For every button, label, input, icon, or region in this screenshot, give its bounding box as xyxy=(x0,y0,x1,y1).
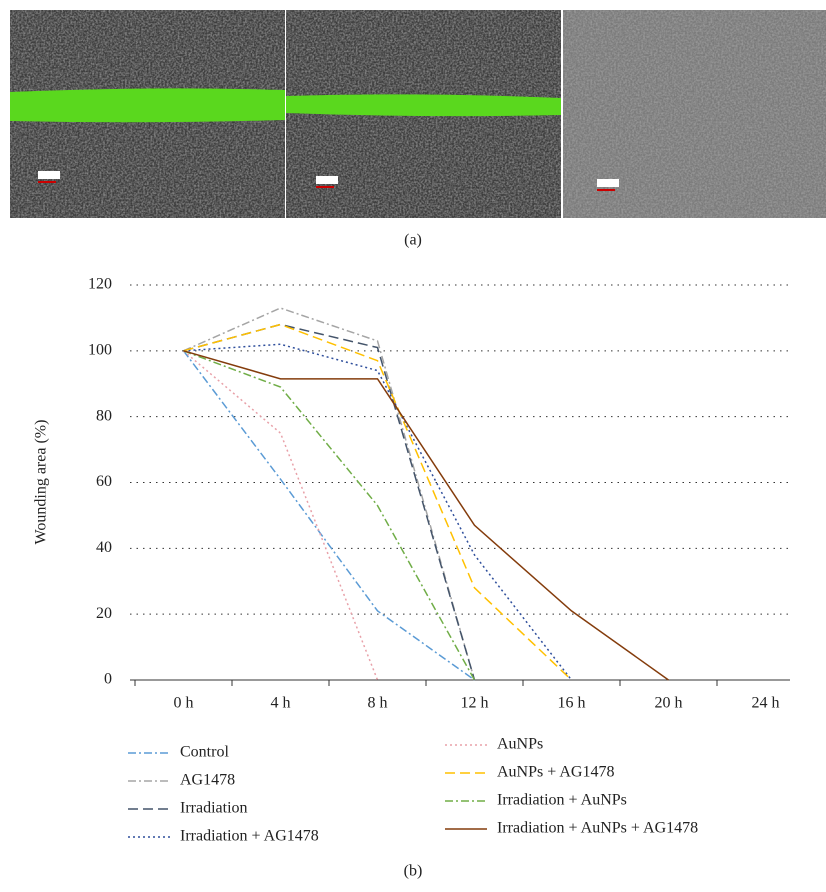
legend-label: Control xyxy=(180,744,229,761)
y-tick-label: 120 xyxy=(88,276,112,293)
panel-label: (b) xyxy=(404,863,423,880)
y-tick-label: 100 xyxy=(88,342,112,359)
scale-bar xyxy=(597,189,615,191)
y-tick-label: 80 xyxy=(96,407,112,424)
x-tick-label: 20 h xyxy=(655,695,683,712)
legend-label: Irradiation xyxy=(180,800,248,817)
series-line xyxy=(183,350,669,681)
scale-bar xyxy=(38,181,56,183)
scale-bar-box xyxy=(316,176,338,184)
series-line xyxy=(183,307,476,681)
y-tick-label: 60 xyxy=(96,473,112,490)
x-tick-label: 4 h xyxy=(271,695,291,712)
x-tick-label: 16 h xyxy=(558,695,586,712)
series-line xyxy=(183,323,476,681)
legend-label: Irradiation + AuNPs xyxy=(497,792,627,809)
series-line xyxy=(183,350,379,681)
legend-label: Irradiation + AuNPs + AG1478 xyxy=(497,820,698,837)
wound-gap xyxy=(286,94,561,117)
legend-label: Irradiation + AG1478 xyxy=(180,828,319,845)
x-tick-label: 8 h xyxy=(368,695,388,712)
wound-gap xyxy=(10,88,285,123)
scale-bar xyxy=(316,186,334,188)
y-tick-label: 20 xyxy=(96,605,112,622)
series-line xyxy=(183,323,573,681)
x-tick-label: 0 h xyxy=(174,695,194,712)
y-axis-label: Wounding area (%) xyxy=(33,420,50,545)
x-tick-label: 24 h xyxy=(752,695,780,712)
series-line xyxy=(183,343,573,681)
legend-label: AuNPs xyxy=(497,736,543,753)
x-tick-label: 12 h xyxy=(461,695,489,712)
panel-label: (a) xyxy=(404,232,422,249)
scale-bar-box xyxy=(597,179,619,187)
series-line xyxy=(183,350,476,681)
series-line xyxy=(182,350,475,681)
micrographs xyxy=(10,10,826,218)
legend-label: AG1478 xyxy=(180,772,235,789)
scale-bar-box xyxy=(38,171,60,179)
legend-label: AuNPs + AG1478 xyxy=(497,764,614,781)
y-tick-label: 0 xyxy=(104,671,112,688)
y-tick-label: 40 xyxy=(96,539,112,556)
